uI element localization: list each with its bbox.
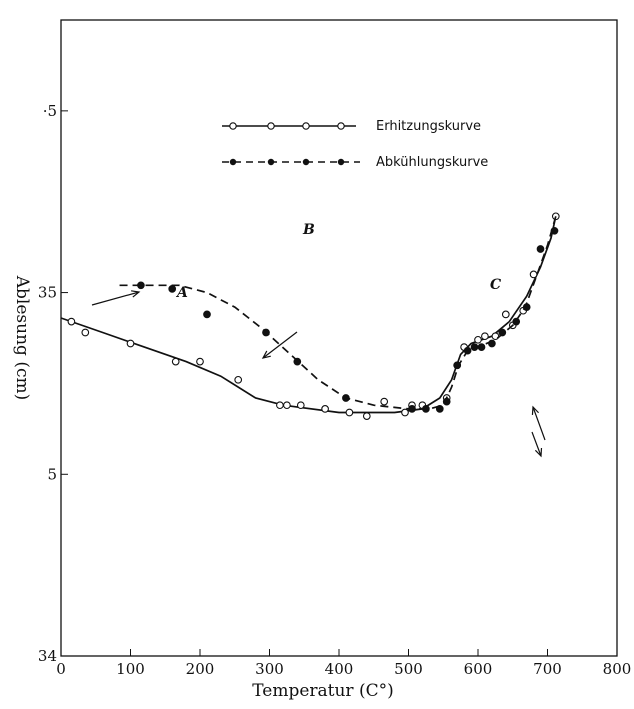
x-tick-label: 300: [255, 660, 284, 678]
tick-group: 0 100 200 300 400 500 600 700 800 34 5 35 ·5: [38, 102, 631, 678]
y-tick-label: 34: [38, 647, 57, 665]
x-tick-label: 100: [116, 660, 145, 678]
legend-marker: [229, 122, 237, 130]
cooling-data-point: [137, 281, 145, 290]
x-tick-label: 0: [56, 660, 66, 678]
cooling-data-point: [293, 357, 302, 366]
cooling-data-point: [342, 394, 350, 402]
cooling-data-point: [453, 361, 462, 370]
cooling-data-point: [550, 226, 559, 235]
arrow-cooling-down-head: [534, 447, 543, 458]
cooling-data-point: [477, 343, 486, 351]
heating-data-point: [171, 357, 180, 366]
x-tick-label: 200: [186, 660, 215, 678]
heating-data-point: [126, 339, 135, 348]
legend-marker: [267, 158, 275, 166]
legend-marker: [337, 158, 345, 166]
heating-curve-line: [60, 216, 557, 414]
cooling-data-point: [463, 346, 472, 355]
legend-marker: [229, 158, 237, 166]
legend-marker: [267, 122, 275, 130]
y-tick-label: ·5: [43, 102, 57, 120]
cooling-data-point: [512, 317, 521, 326]
legend-marker: [302, 122, 310, 130]
cooling-data-point: [203, 310, 211, 319]
cooling-data-point: [408, 405, 416, 413]
cooling-data-point: [168, 285, 177, 293]
arrow-cooling-left: [262, 331, 298, 359]
heating-data-point: [362, 412, 371, 420]
cooling-data-point: [536, 245, 545, 253]
x-tick-label: 500: [394, 660, 423, 678]
plot-frame: [60, 19, 618, 657]
x-tick-label: 400: [325, 660, 354, 678]
heating-data-point: [501, 310, 510, 319]
legend: Erhitzungskurve Abkühlungskurve: [222, 119, 488, 170]
y-tick-label: 35: [38, 284, 57, 302]
heating-data-point: [474, 335, 482, 344]
legend-marker: [302, 158, 310, 166]
cooling-data-point: [435, 405, 444, 413]
cooling-data-point: [470, 343, 479, 351]
cooling-data-point: [422, 405, 430, 413]
heating-data-point: [380, 397, 389, 406]
cooling-data-point: [498, 328, 507, 337]
heating-data-point: [296, 401, 305, 410]
annotation-b: B: [302, 222, 315, 238]
annotation-a: A: [175, 285, 188, 301]
heating-data-point: [234, 375, 243, 384]
arrow-heating-right: [91, 291, 140, 306]
y-tick-label: 5: [47, 465, 57, 483]
heating-data-point: [283, 401, 291, 410]
arrow-cooling-left-head: [261, 350, 271, 359]
heating-data-point: [321, 405, 329, 413]
arrow-heating-up: [532, 406, 546, 441]
arrow-layer: [91, 290, 546, 458]
heating-data-point: [276, 401, 284, 410]
heating-data-point: [345, 408, 354, 417]
arrow-cooling-down: [531, 431, 542, 457]
legend-label-cooling: Abkühlungskurve: [376, 155, 488, 170]
cooling-data-point: [262, 328, 270, 337]
heating-data-point: [67, 317, 76, 326]
x-axis-title: Temperatur (C°): [252, 681, 394, 701]
legend-marker: [337, 122, 345, 130]
heating-data-point: [529, 270, 538, 279]
cooling-curve-line: [116, 216, 557, 410]
arrow-heating-up-head: [531, 405, 539, 416]
x-tick-label: 600: [464, 660, 493, 678]
x-tick-label: 700: [533, 660, 562, 678]
cooling-data-point: [442, 397, 451, 406]
heating-data-point: [401, 408, 409, 417]
heating-data-point: [81, 328, 90, 337]
x-tick-label: 800: [603, 660, 632, 678]
heating-data-point: [481, 332, 489, 341]
series-layer: [60, 212, 560, 420]
cooling-data-point: [522, 303, 531, 311]
annotation-c: C: [490, 277, 501, 293]
y-axis-title: Ablesung (cm): [12, 275, 32, 400]
arrow-heating-right-head: [131, 290, 141, 298]
legend-label-heating: Erhitzungskurve: [376, 119, 481, 134]
cooling-data-point: [488, 339, 496, 348]
heating-data-point: [196, 357, 204, 366]
